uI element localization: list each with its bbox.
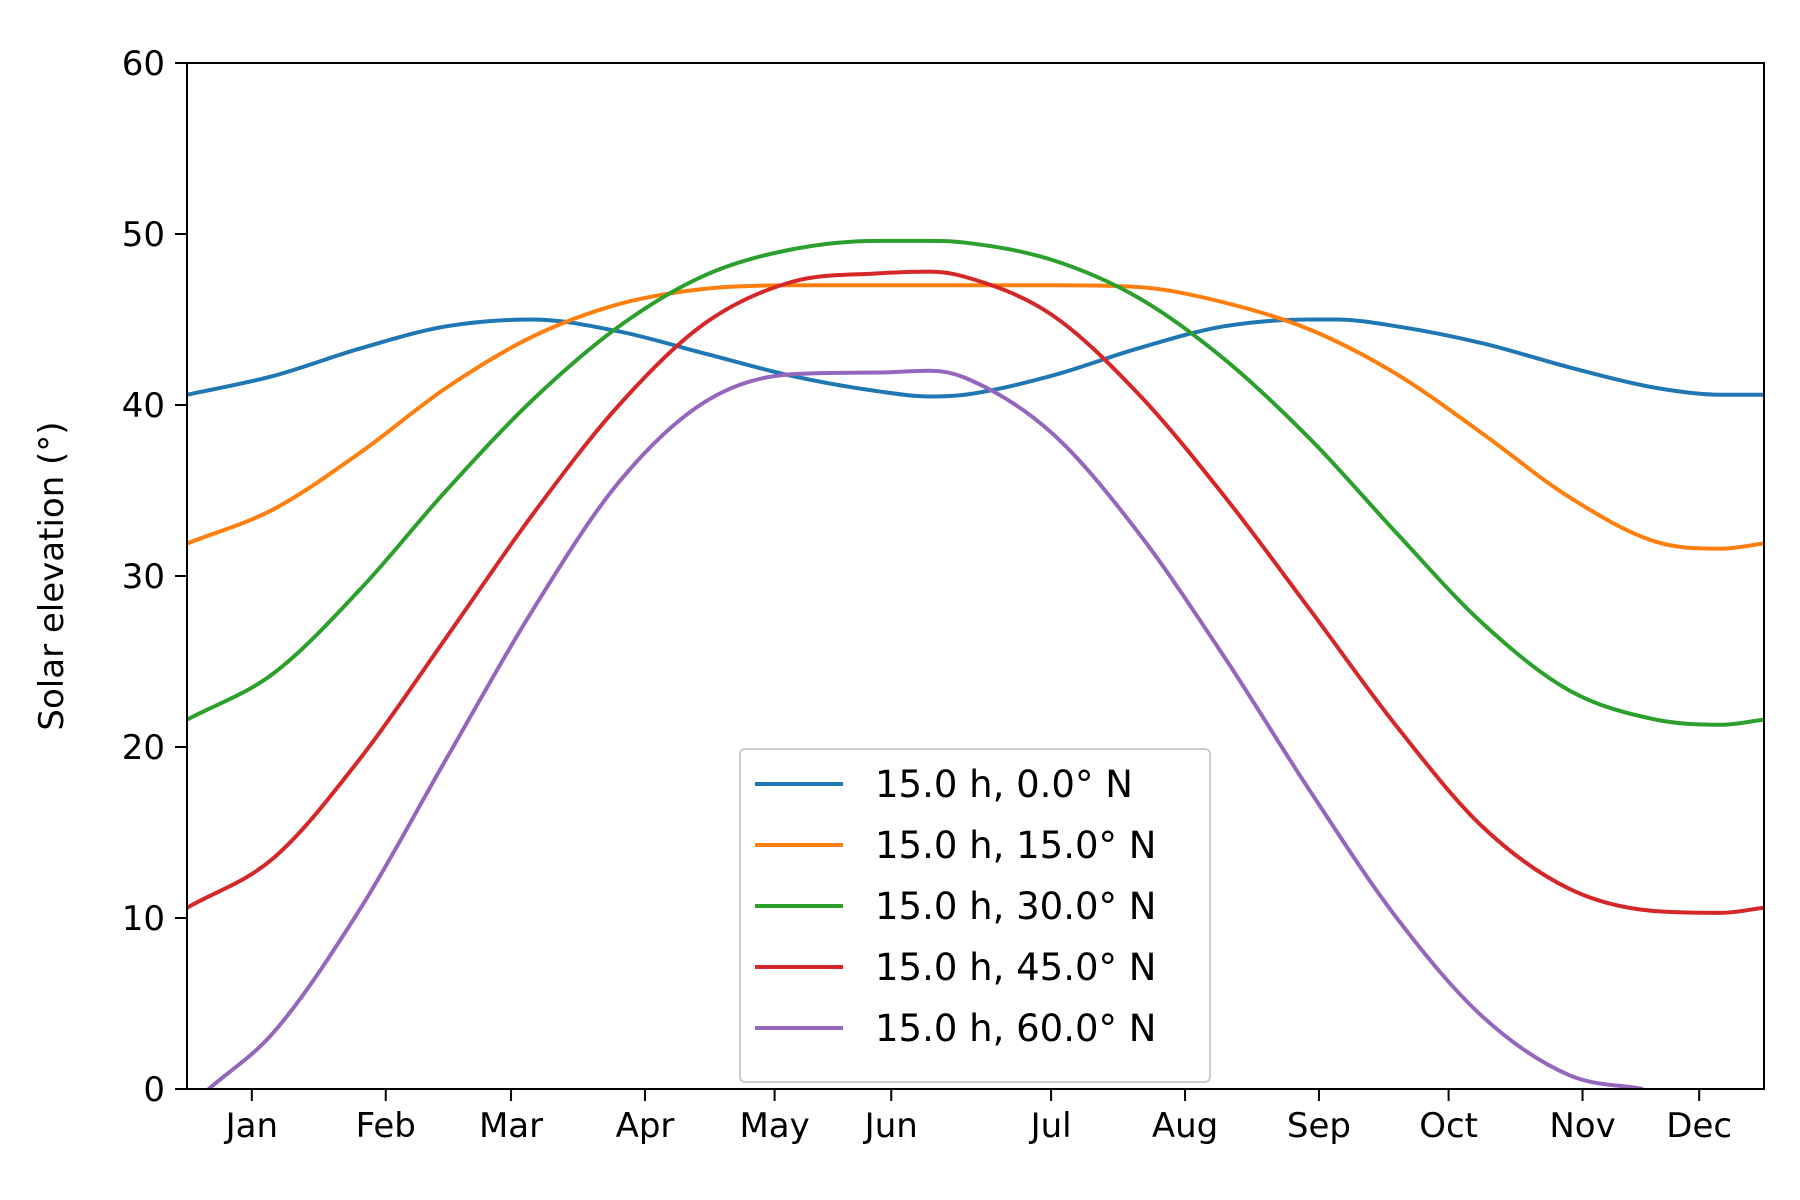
x-tick-label: Jun (863, 1106, 918, 1146)
x-tick-label: May (739, 1106, 809, 1146)
y-axis: 0 10 20 30 40 50 60 (122, 44, 187, 1110)
x-tick-label: Nov (1549, 1106, 1615, 1146)
legend: 15.0 h, 0.0° N 15.0 h, 15.0° N 15.0 h, 30.… (739, 748, 1211, 1083)
y-tick-label: 40 (122, 386, 165, 426)
x-tick-label: Dec (1666, 1106, 1732, 1146)
legend-box (739, 748, 1211, 1083)
y-tick-label: 60 (122, 44, 165, 84)
y-tick-label: 50 (122, 215, 165, 255)
series-line-1 (187, 317, 1764, 399)
y-tick-label: 10 (122, 899, 165, 939)
x-tick-label: Aug (1152, 1106, 1218, 1146)
x-axis: Jan Feb Mar Apr May Jun Jul Aug Sep Oct Nov Dec (224, 1089, 1732, 1146)
x-tick-label: Apr (616, 1106, 675, 1146)
series-layer (187, 238, 1764, 1089)
legend-label-3: 15.0 h, 30.0° N (875, 885, 1156, 928)
x-tick-label: Feb (356, 1106, 416, 1146)
x-tick-label: Oct (1419, 1106, 1478, 1146)
y-axis-label: Solar elevation (°) (32, 421, 72, 730)
legend-label-4: 15.0 h, 45.0° N (875, 946, 1156, 989)
legend-label-2: 15.0 h, 15.0° N (875, 824, 1156, 867)
y-tick-label: 0 (143, 1070, 165, 1110)
legend-label-5: 15.0 h, 60.0° N (875, 1007, 1156, 1050)
y-tick-label: 30 (122, 557, 165, 597)
series-line-4 (187, 269, 1764, 915)
y-tick-label: 20 (122, 728, 165, 768)
series-line-3 (187, 238, 1764, 727)
x-tick-label: Mar (479, 1106, 543, 1146)
x-tick-label: Jan (224, 1106, 278, 1146)
series-line-5 (207, 368, 1644, 1089)
x-tick-label: Sep (1287, 1106, 1351, 1146)
x-tick-label: Jul (1029, 1106, 1072, 1146)
legend-label-1: 15.0 h, 0.0° N (875, 763, 1133, 806)
